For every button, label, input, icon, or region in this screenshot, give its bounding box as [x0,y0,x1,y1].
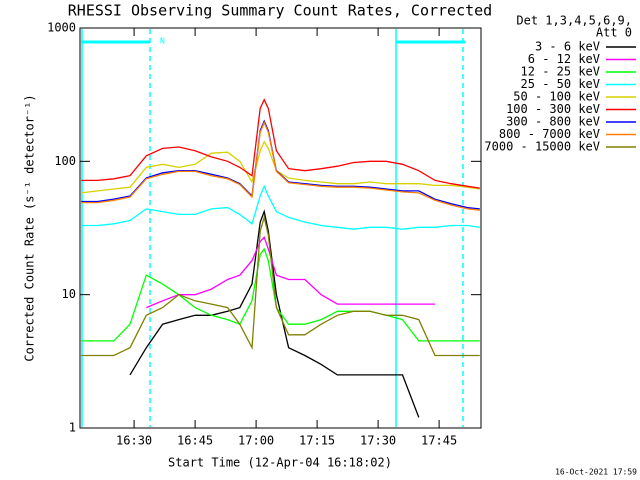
x-tick-label: 17:30 [360,434,396,448]
legend-label: 6 - 12 keV [528,52,600,66]
legend-label: 300 - 800 keV [506,115,600,129]
series-line [81,247,480,342]
plot-frame [79,27,482,429]
x-axis-label: Start Time (12-Apr-04 16:18:02) [168,456,392,470]
y-tick-label: 1 [69,421,76,435]
series-line [81,119,480,210]
x-tick-label: 16:45 [177,434,213,448]
legend-label: 100 - 300 keV [506,102,600,116]
x-tick-label: 17:45 [421,434,457,448]
annotation: N [160,37,165,46]
series-line [81,214,480,357]
legend-label: 12 - 25 keV [521,65,600,79]
x-tick-label: 17:15 [299,434,335,448]
x-tick-label: 17:00 [238,434,274,448]
legend-label: 3 - 6 keV [535,40,600,54]
y-tick-label: 1000 [47,21,76,35]
x-tick-label: 16:30 [116,434,152,448]
legend-title: Det 1,3,4,5,6,9, [516,14,632,28]
series-line [81,184,480,230]
series-line [81,98,480,189]
series-line [129,209,420,418]
chart-title: RHESSI Observing Summary Count Rates, Co… [68,2,492,20]
legend-label: 25 - 50 keV [521,77,600,91]
y-tick-label: 10 [62,287,76,301]
series-line [81,140,480,194]
legend-label: 800 - 7000 keV [499,127,600,141]
series-line [146,235,435,309]
footer: 16-Oct-2021 17:59 [555,468,637,477]
y-axis-label: Corrected Count Rate (s⁻¹ detector⁻¹) [23,94,37,361]
legend-label: 7000 - 15000 keV [484,140,600,154]
y-tick-label: 100 [54,154,76,168]
series-line [81,121,480,211]
legend-label: 50 - 100 keV [513,90,600,104]
legend-title: Att 0 [596,26,632,40]
